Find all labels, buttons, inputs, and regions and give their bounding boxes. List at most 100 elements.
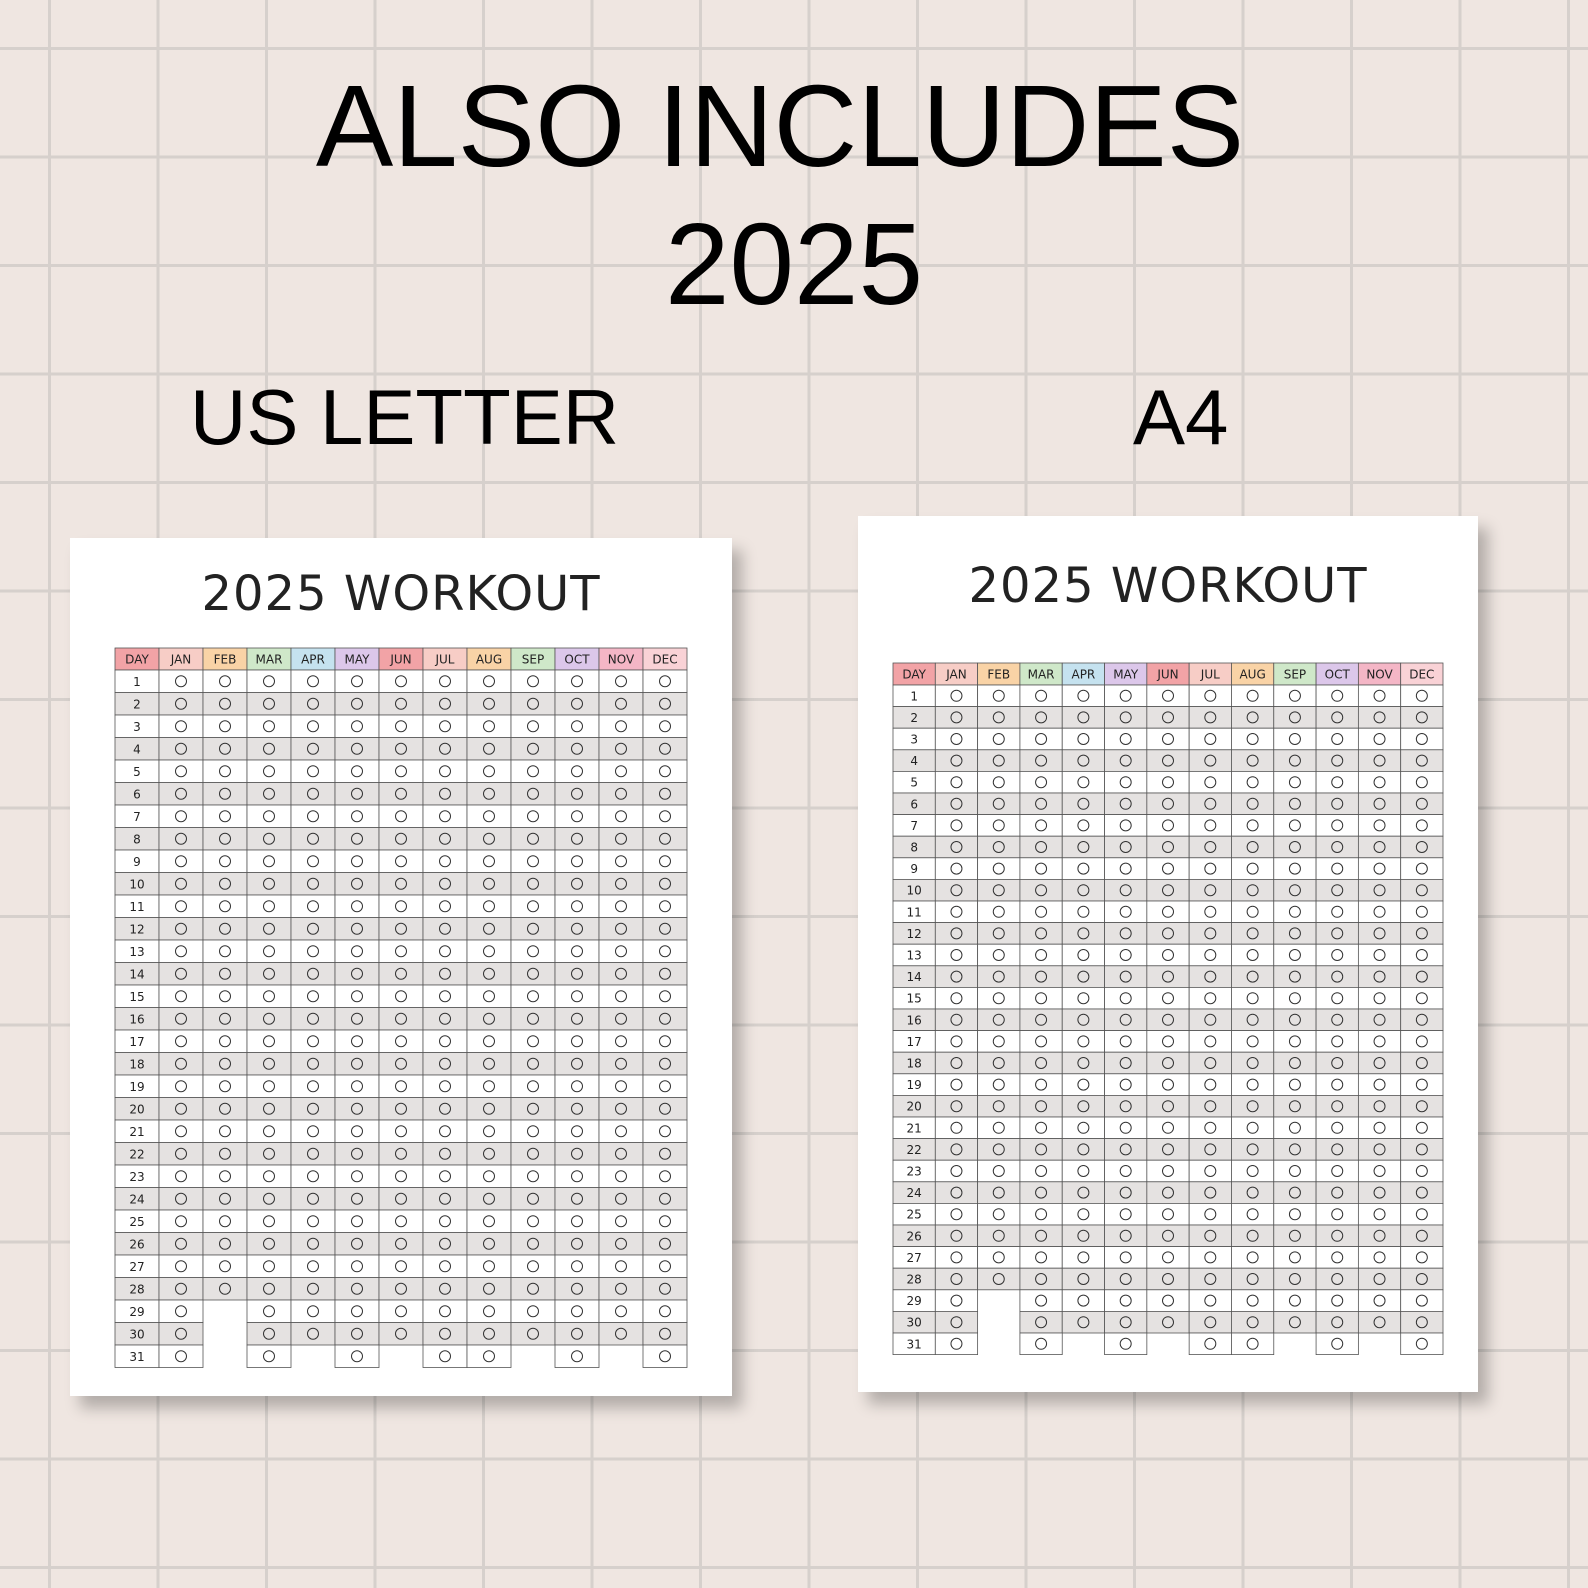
checkbox[interactable] <box>1415 884 1428 897</box>
checkbox[interactable] <box>659 1102 671 1115</box>
checkbox[interactable] <box>992 1273 1005 1285</box>
checkbox[interactable] <box>1373 776 1386 789</box>
checkbox[interactable] <box>1331 1121 1344 1134</box>
checkbox[interactable] <box>1288 1100 1301 1113</box>
checkbox[interactable] <box>950 927 963 940</box>
checkbox[interactable] <box>1331 1057 1344 1069</box>
checkbox[interactable] <box>1204 949 1217 961</box>
checkbox[interactable] <box>439 855 451 868</box>
checkbox[interactable] <box>351 720 363 733</box>
checkbox[interactable] <box>1246 776 1259 789</box>
checkbox[interactable] <box>1331 970 1344 983</box>
checkbox[interactable] <box>527 1080 539 1093</box>
checkbox[interactable] <box>571 877 583 890</box>
checkbox[interactable] <box>439 945 451 958</box>
checkbox[interactable] <box>395 720 407 733</box>
checkbox[interactable] <box>219 1170 231 1183</box>
checkbox[interactable] <box>1204 1316 1217 1329</box>
checkbox[interactable] <box>1119 1057 1132 1069</box>
checkbox[interactable] <box>950 1186 963 1199</box>
checkbox[interactable] <box>1035 1294 1048 1307</box>
checkbox[interactable] <box>615 922 627 935</box>
checkbox[interactable] <box>659 742 671 755</box>
checkbox[interactable] <box>351 1305 363 1318</box>
checkbox[interactable] <box>263 877 275 890</box>
checkbox[interactable] <box>439 787 451 800</box>
checkbox[interactable] <box>527 1035 539 1048</box>
checkbox[interactable] <box>395 1035 407 1048</box>
checkbox[interactable] <box>1373 1273 1386 1285</box>
checkbox[interactable] <box>1119 1078 1132 1091</box>
checkbox[interactable] <box>527 990 539 1003</box>
checkbox[interactable] <box>615 900 627 913</box>
checkbox[interactable] <box>527 720 539 733</box>
checkbox[interactable] <box>1373 1035 1386 1048</box>
checkbox[interactable] <box>1077 862 1090 875</box>
checkbox[interactable] <box>1288 1229 1301 1242</box>
checkbox[interactable] <box>439 1012 451 1025</box>
checkbox[interactable] <box>1246 1337 1259 1350</box>
checkbox[interactable] <box>615 1057 627 1070</box>
checkbox[interactable] <box>219 720 231 733</box>
checkbox[interactable] <box>950 689 963 702</box>
checkbox[interactable] <box>395 810 407 823</box>
checkbox[interactable] <box>1119 819 1132 832</box>
checkbox[interactable] <box>992 970 1005 983</box>
checkbox[interactable] <box>615 1305 627 1318</box>
checkbox[interactable] <box>395 990 407 1003</box>
checkbox[interactable] <box>571 900 583 913</box>
checkbox[interactable] <box>992 884 1005 897</box>
checkbox[interactable] <box>1415 970 1428 983</box>
checkbox[interactable] <box>439 675 451 688</box>
checkbox[interactable] <box>1415 1229 1428 1242</box>
checkbox[interactable] <box>1373 970 1386 983</box>
checkbox[interactable] <box>1119 1035 1132 1048</box>
checkbox[interactable] <box>219 1260 231 1273</box>
checkbox[interactable] <box>950 1294 963 1307</box>
checkbox[interactable] <box>1204 1251 1217 1264</box>
checkbox[interactable] <box>571 787 583 800</box>
checkbox[interactable] <box>615 967 627 980</box>
checkbox[interactable] <box>527 1215 539 1228</box>
checkbox[interactable] <box>659 787 671 800</box>
checkbox[interactable] <box>219 810 231 823</box>
checkbox[interactable] <box>175 1192 187 1205</box>
checkbox[interactable] <box>439 1125 451 1138</box>
checkbox[interactable] <box>175 1170 187 1183</box>
checkbox[interactable] <box>1077 927 1090 940</box>
checkbox[interactable] <box>1119 689 1132 702</box>
checkbox[interactable] <box>1035 1165 1048 1177</box>
checkbox[interactable] <box>219 1080 231 1093</box>
checkbox[interactable] <box>1373 797 1386 810</box>
checkbox[interactable] <box>351 1237 363 1250</box>
checkbox[interactable] <box>1035 1208 1048 1221</box>
checkbox[interactable] <box>615 1147 627 1160</box>
checkbox[interactable] <box>1331 1100 1344 1113</box>
checkbox[interactable] <box>395 1012 407 1025</box>
checkbox[interactable] <box>483 1012 495 1025</box>
checkbox[interactable] <box>1204 819 1217 832</box>
checkbox[interactable] <box>1035 776 1048 789</box>
checkbox[interactable] <box>395 945 407 958</box>
checkbox[interactable] <box>950 1013 963 1026</box>
checkbox[interactable] <box>950 1208 963 1221</box>
checkbox[interactable] <box>950 1273 963 1285</box>
checkbox[interactable] <box>175 877 187 890</box>
checkbox[interactable] <box>1077 1229 1090 1242</box>
checkbox[interactable] <box>1035 689 1048 702</box>
checkbox[interactable] <box>1162 1165 1174 1177</box>
checkbox[interactable] <box>483 1102 495 1115</box>
checkbox[interactable] <box>1373 1316 1386 1329</box>
checkbox[interactable] <box>351 900 363 913</box>
checkbox[interactable] <box>1119 905 1132 918</box>
checkbox[interactable] <box>307 1215 319 1228</box>
checkbox[interactable] <box>950 776 963 789</box>
checkbox[interactable] <box>1373 1143 1386 1156</box>
checkbox[interactable] <box>1204 1294 1217 1307</box>
checkbox[interactable] <box>1373 1294 1386 1307</box>
checkbox[interactable] <box>175 945 187 958</box>
checkbox[interactable] <box>395 877 407 890</box>
checkbox[interactable] <box>1162 1121 1174 1134</box>
checkbox[interactable] <box>527 1170 539 1183</box>
checkbox[interactable] <box>1373 862 1386 875</box>
